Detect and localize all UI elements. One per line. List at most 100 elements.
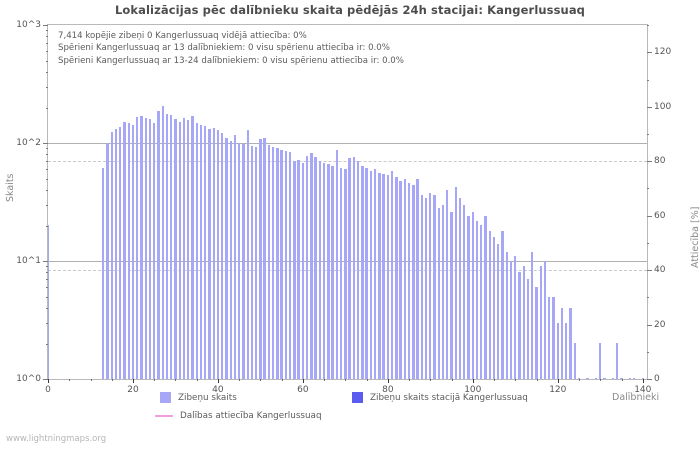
bar [119,127,122,379]
x-tick-minor [366,379,368,381]
x-tick-minor [536,379,538,381]
y-tick-label: 10^0 [16,374,41,384]
bar [191,115,194,379]
bar [318,161,322,379]
y-tick-minor [46,36,48,38]
bar [565,322,568,379]
bar [127,122,130,379]
y-tick-minor [46,190,48,191]
y-tick-minor [46,178,48,180]
bar [339,167,343,379]
bar [450,212,453,379]
y-tick-major [43,143,48,144]
x-tick-minor [409,379,411,381]
bar [276,148,279,379]
bar [361,165,364,379]
bar [174,118,177,379]
bar [556,322,559,379]
bar [458,198,462,379]
y2-tick-major [647,106,652,108]
bar [148,118,152,379]
x-tick-major [472,379,474,383]
y2-tick-minor [647,351,649,353]
y-tick-minor [46,296,48,298]
gridline-y [48,261,647,262]
legend-item-1[interactable]: Zibeņu skaits stacijā Kangerlussuaq [352,392,528,403]
bar [386,174,390,379]
bar [110,131,113,379]
bar [437,208,440,379]
bar [577,378,581,379]
x-tick-minor [494,379,496,381]
bar [433,195,436,379]
bar [187,119,190,379]
legend: Zibeņu skaits Zibeņu skaits stacijā Kang… [0,392,700,432]
x-tick-major [217,379,219,383]
bar [497,243,500,379]
bar [365,167,368,379]
y2-tick-major [647,379,652,380]
bar [628,378,632,379]
bar [616,343,619,379]
bar [153,122,156,379]
y-tick-major [43,261,48,262]
bar [531,251,534,379]
bar [526,279,530,379]
legend-item-2[interactable]: Dalības attiecība Kangerlussuaq [155,411,322,421]
y2-tick-minor [647,242,649,244]
y-tick-minor [46,148,48,150]
bar [165,114,169,379]
y-tick-minor [46,322,48,324]
x-tick-minor [154,379,156,381]
y-tick-minor [46,343,48,345]
bar [331,165,334,379]
bar [327,164,330,379]
watermark: www.lightningmaps.org [6,434,107,444]
x-tick-minor [111,379,113,381]
bar [356,161,360,379]
bar [475,220,479,379]
y2-tick-label: 100 [654,101,672,112]
bar [221,132,224,379]
bar [446,189,449,379]
bar [620,378,623,379]
y2-tick-major [647,52,652,54]
legend-item-0[interactable]: Zibeņu skaits [160,392,237,403]
x-tick-label: 0 [45,385,51,395]
y2-tick-minor [647,297,649,299]
bar [641,378,644,379]
plot-inner [48,25,647,379]
y2-tick-minor [647,79,649,81]
bar [195,122,198,379]
y-tick-major [43,25,48,26]
gridline-y [48,143,647,144]
y2-tick-minor [647,133,649,135]
y-tick-label: 10^3 [16,20,41,30]
bar [492,236,496,379]
x-tick-minor [621,379,623,381]
bar [114,128,118,379]
bar [611,378,615,379]
y-tick-minor [46,154,48,156]
bar-series-zibenu-skaits [48,25,647,379]
y-axis-right-title: Attiecība [%] [690,206,700,268]
y-tick-minor [46,169,48,171]
bar [420,195,423,379]
bar [424,198,428,379]
bar [522,266,525,379]
bar [144,118,147,379]
bar [233,134,237,379]
x-tick-label: 100 [464,385,482,395]
y-tick-label: 10^1 [16,256,41,266]
bar [157,111,160,379]
y-tick-minor [46,287,48,289]
gridline-y2 [48,161,647,163]
bar [305,155,309,379]
x-tick-minor [345,379,347,381]
y-tick-minor [46,272,48,274]
bar [293,161,296,379]
legend-swatch-zibenu-skaits-stacija [352,392,363,403]
bar [344,169,347,379]
bar [369,170,373,379]
bar [322,162,326,379]
